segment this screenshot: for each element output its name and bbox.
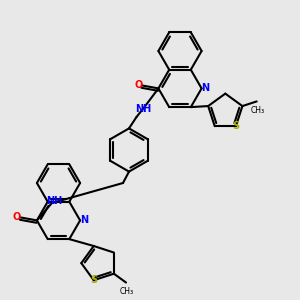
Text: NH: NH <box>135 104 152 114</box>
Text: S: S <box>232 121 239 131</box>
Text: N: N <box>80 215 88 225</box>
Text: S: S <box>90 275 97 285</box>
Text: NH: NH <box>46 196 62 206</box>
Text: CH₃: CH₃ <box>250 106 265 115</box>
Text: O: O <box>134 80 142 90</box>
Text: CH₃: CH₃ <box>120 287 134 296</box>
Text: N: N <box>201 83 209 93</box>
Text: O: O <box>13 212 21 222</box>
